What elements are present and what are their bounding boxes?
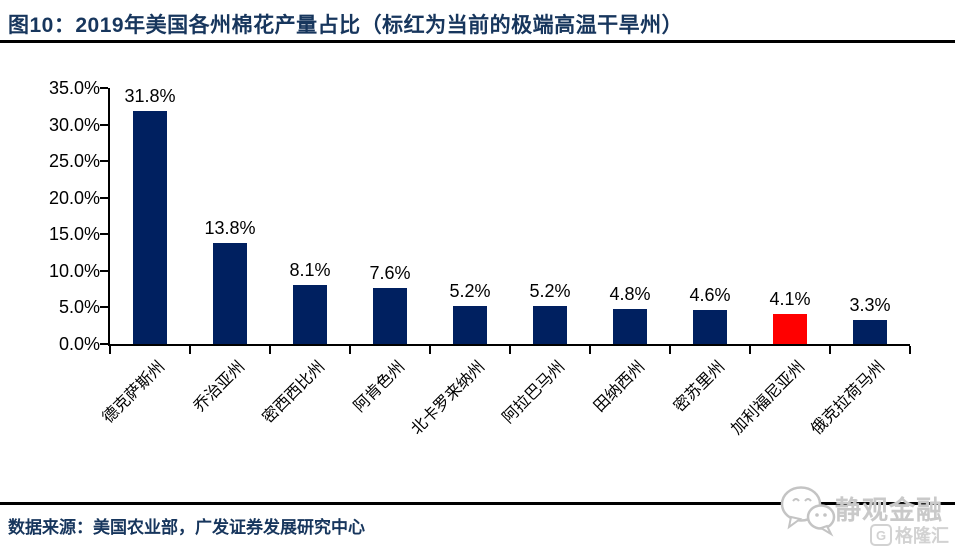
gelonghui-logo-mark: G: [870, 524, 892, 546]
x-axis-tick: [429, 346, 431, 354]
x-axis-category-text: 德克萨斯州: [99, 358, 169, 427]
y-axis-tick: [100, 343, 108, 345]
bar-密苏里州: [693, 310, 727, 344]
y-axis-label: 5.0%: [58, 297, 100, 318]
bar-阿拉巴马州: [533, 306, 567, 344]
x-axis-tick: [829, 346, 831, 354]
y-axis-label: 15.0%: [48, 224, 100, 245]
bar-value-label: 5.2%: [449, 281, 491, 301]
bar-value-label: 8.1%: [289, 260, 331, 280]
gelonghui-logo: G 格隆汇: [870, 522, 949, 546]
x-axis-category-text: 加利福尼亚州: [728, 358, 809, 439]
y-axis-label: 10.0%: [48, 260, 100, 281]
x-axis-tick: [909, 346, 911, 354]
y-axis-label: 0.0%: [58, 334, 100, 354]
x-axis-category-text: 乔治亚州: [190, 358, 249, 416]
bar-value-label: 4.1%: [769, 289, 811, 309]
bar-乔治亚州: [213, 243, 247, 344]
y-axis-label: 20.0%: [48, 187, 100, 208]
gelonghui-logo-text: 格隆汇: [895, 526, 949, 546]
bar-value-label: 4.8%: [609, 284, 651, 304]
y-axis-tick: [100, 160, 108, 163]
y-axis-tick: [100, 196, 108, 199]
watermark: 静观金融 G 格隆汇: [779, 482, 951, 546]
x-axis-tick: [189, 346, 191, 354]
bar-俄克拉荷马州: [853, 320, 887, 344]
bar-北卡罗来纳州: [453, 306, 487, 344]
x-axis-category-text: 北卡罗来纳州: [408, 358, 489, 439]
x-axis-category-text: 阿拉巴马州: [499, 358, 569, 427]
x-axis-tick: [669, 346, 671, 354]
y-axis-label: 25.0%: [48, 151, 100, 172]
y-axis-tick: [100, 233, 108, 236]
x-axis-category-text: 密苏里州: [670, 358, 729, 416]
y-axis-label: 30.0%: [48, 114, 100, 135]
y-axis-line: [108, 88, 110, 346]
x-axis-line: [108, 344, 910, 346]
x-axis-category-text: 密西西比州: [259, 358, 329, 427]
bar-value-label: 5.2%: [529, 281, 571, 301]
y-axis-label: 35.0%: [48, 78, 100, 98]
x-axis-category-text: 阿肯色州: [350, 358, 409, 416]
watermark-brand: 静观金融: [835, 495, 944, 525]
bar-德克萨斯州: [133, 111, 167, 344]
wechat-icon: [780, 486, 836, 537]
x-axis-category-text: 田纳西州: [590, 358, 649, 416]
x-axis-tick: [109, 346, 111, 354]
x-axis-tick: [589, 346, 591, 354]
bar-value-label: 3.3%: [849, 295, 891, 315]
bar-密西西比州: [293, 285, 327, 344]
footer-divider: [0, 502, 955, 505]
bar-value-label: 4.6%: [689, 285, 731, 305]
bar-value-label: 13.8%: [204, 218, 256, 238]
y-axis-tick: [100, 269, 108, 272]
y-axis-tick: [100, 123, 108, 126]
x-axis-tick: [349, 346, 351, 354]
bar-加利福尼亚州: [773, 314, 807, 344]
x-axis-tick: [269, 346, 271, 354]
x-axis-tick: [749, 346, 751, 354]
title-divider: [0, 40, 955, 43]
bar-阿肯色州: [373, 288, 407, 344]
x-axis-tick: [509, 346, 511, 354]
bar-value-label: 7.6%: [369, 263, 411, 283]
figure-caption: 图10：2019年美国各州棉花产量占比（标红为当前的极端高温干旱州）: [8, 14, 684, 37]
bar-田纳西州: [613, 309, 647, 344]
bar-chart: 0.0% 5.0% 10.0% 15.0% 20.0% 25.0% 30.0% 35.0% 3…: [0, 60, 955, 490]
y-axis-tick: [100, 306, 108, 309]
y-axis-tick: [100, 87, 108, 89]
data-source: 数据来源：美国农业部，广发证券发展研究中心: [8, 518, 365, 537]
bar-value-label: 31.8%: [124, 86, 176, 106]
x-axis-category-text: 俄克拉荷马州: [808, 358, 889, 439]
